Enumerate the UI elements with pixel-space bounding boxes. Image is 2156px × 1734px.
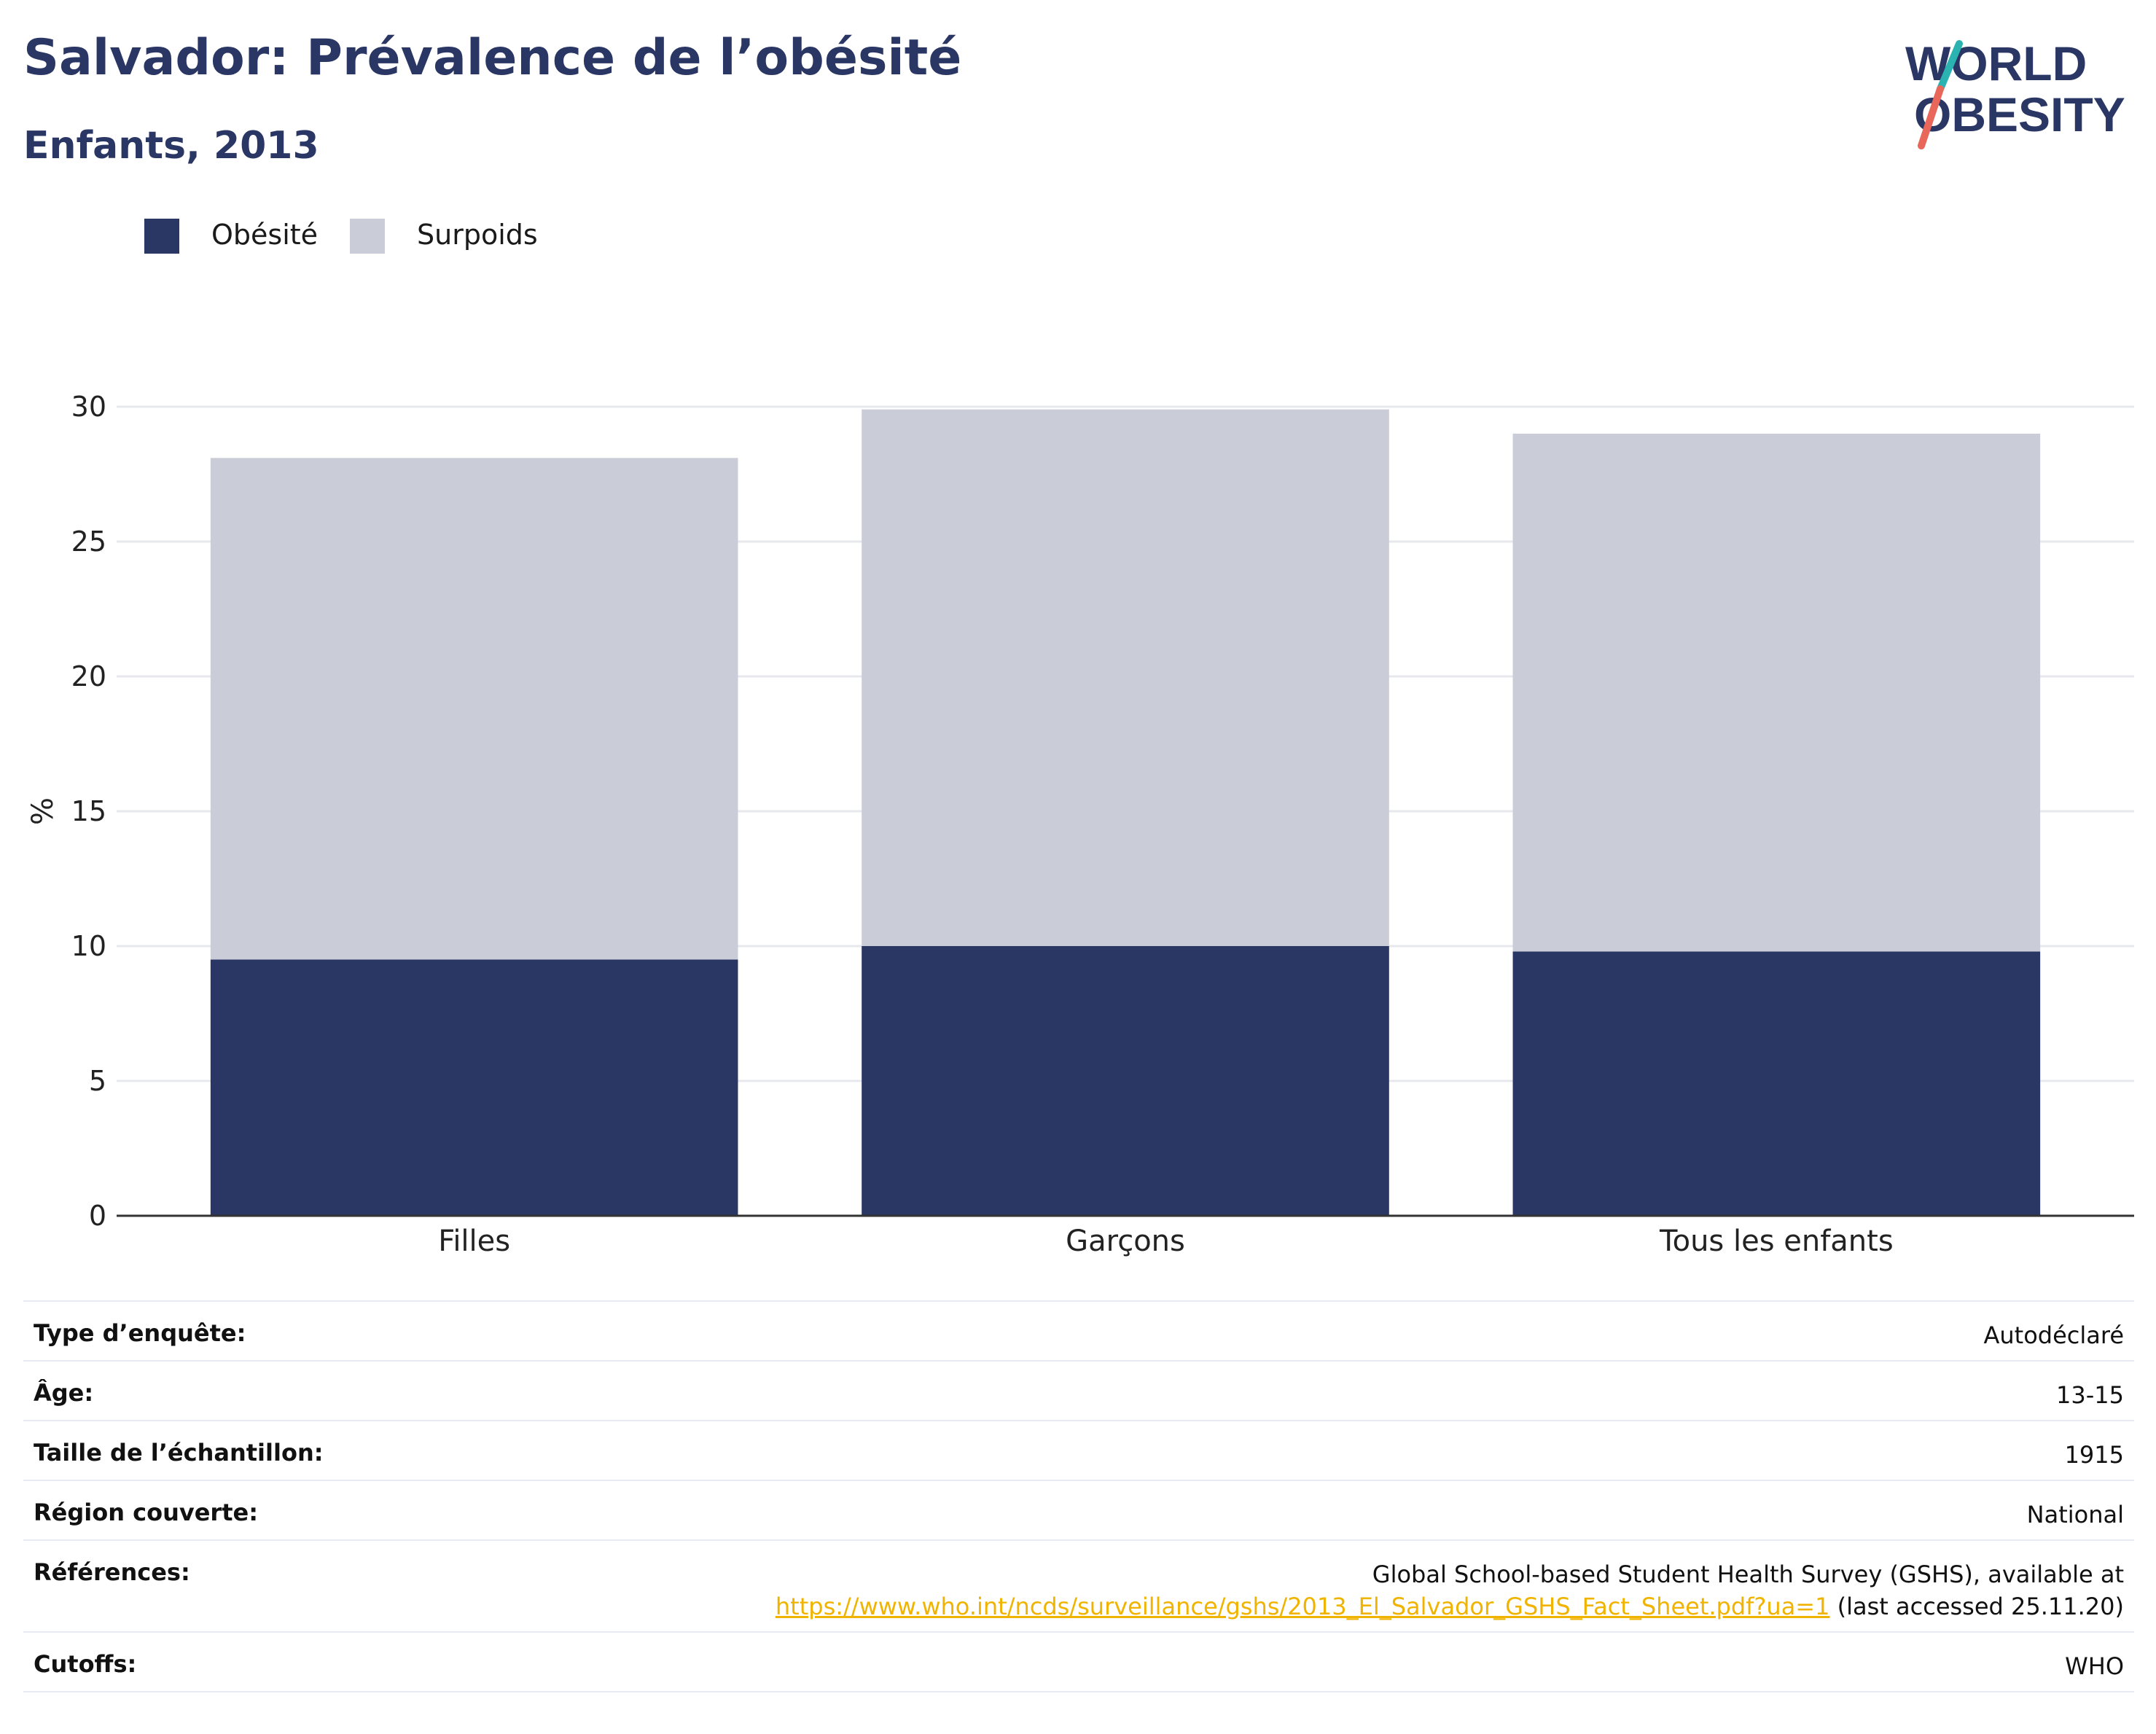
info-row-survey-type: Type d’enquête: Autodéclaré xyxy=(23,1300,2134,1360)
x-tick-label: Filles xyxy=(438,1225,510,1258)
legend-label-surpoids: Surpoids xyxy=(417,219,538,251)
sample-size-value: 1915 xyxy=(2064,1441,2124,1469)
references-value: Global School-based Student Health Surve… xyxy=(776,1558,2124,1622)
chart-title: Salvador: Prévalence de l’obésité xyxy=(23,29,962,87)
logo-line2: OBESITY xyxy=(1914,87,2125,141)
info-table: Type d’enquête: Autodéclaré Âge: 13-15 T… xyxy=(23,1300,2134,1692)
y-tick-label: 30 xyxy=(71,391,106,423)
references-link-line: https://www.who.int/ncds/surveillance/gs… xyxy=(776,1590,2124,1622)
info-row-cutoffs: Cutoffs: WHO xyxy=(23,1631,2134,1692)
info-row-sample-size: Taille de l’échantillon: 1915 xyxy=(23,1420,2134,1480)
y-tick-label: 0 xyxy=(89,1200,106,1232)
region-value: National xyxy=(2026,1501,2124,1528)
logo-slash-bottom xyxy=(1918,85,1944,149)
references-link[interactable]: https://www.who.int/ncds/surveillance/gs… xyxy=(775,1593,1830,1620)
cutoffs-value: WHO xyxy=(2065,1652,2124,1680)
bar-obesite-0 xyxy=(210,959,738,1216)
bar-chart: 0 5 10 15 20 25 30% Filles Garçons Tous les enfan… xyxy=(26,391,2134,1258)
age-label: Âge: xyxy=(34,1379,94,1407)
age-value: 13-15 xyxy=(2056,1381,2124,1409)
legend-swatch-surpoids xyxy=(350,219,385,254)
y-tick-label: 15 xyxy=(71,795,106,827)
survey-type-label: Type d’enquête: xyxy=(34,1319,246,1347)
y-tick-label: 10 xyxy=(71,930,106,962)
logo-slash-top xyxy=(1937,40,1963,93)
info-row-references: Références: Global School-based Student … xyxy=(23,1539,2134,1631)
legend-swatch-obesite xyxy=(144,219,179,254)
chart-subtitle: Enfants, 2013 xyxy=(23,124,319,168)
references-label: Références: xyxy=(34,1558,190,1586)
bar-obesite-2 xyxy=(1512,951,2041,1216)
references-text: Global School-based Student Health Surve… xyxy=(1372,1561,2124,1588)
info-row-region: Région couverte: National xyxy=(23,1480,2134,1539)
references-suffix: (last accessed 25.11.20) xyxy=(1829,1593,2124,1620)
bar-surpoids-1 xyxy=(862,409,1389,946)
bar-surpoids-2 xyxy=(1512,434,2041,952)
x-tick-label: Tous les enfants xyxy=(1659,1225,1894,1258)
y-tick-label: 25 xyxy=(71,526,106,558)
survey-type-value: Autodéclaré xyxy=(1983,1321,2124,1349)
y-tick-label: 5 xyxy=(89,1065,106,1097)
bar-obesite-1 xyxy=(862,946,1389,1216)
cutoffs-label: Cutoffs: xyxy=(34,1650,137,1678)
info-row-age: Âge: 13-15 xyxy=(23,1360,2134,1420)
logo-line1: WORLD xyxy=(1905,36,2087,90)
y-axis-label: % xyxy=(26,797,60,825)
world-obesity-logo: WORLD OBESITY xyxy=(1905,36,2125,149)
y-tick-label: 20 xyxy=(71,660,106,692)
region-label: Région couverte: xyxy=(34,1499,258,1526)
x-tick-label: Garçons xyxy=(1066,1225,1185,1258)
bar-surpoids-0 xyxy=(210,458,738,960)
legend-label-obesite: Obésité xyxy=(211,219,319,251)
sample-size-label: Taille de l’échantillon: xyxy=(34,1439,324,1467)
